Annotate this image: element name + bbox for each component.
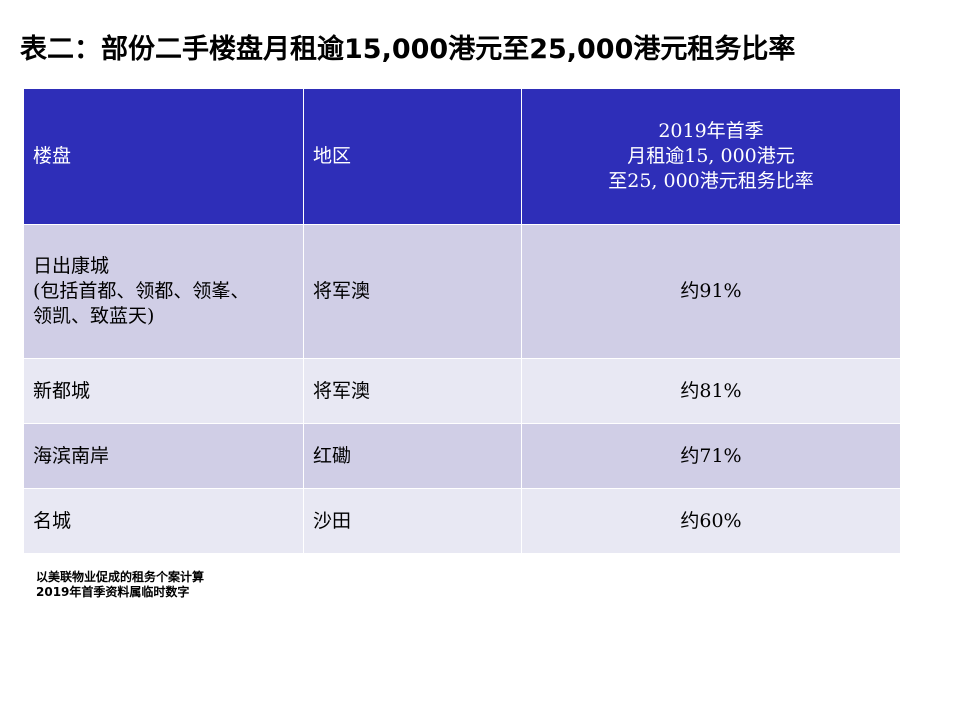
table-row: 新都城 将军澳 约81% (23, 358, 901, 424)
table-row: 日出康城 (包括首都、领都、领峯、 领凯、致蓝天) 将军澳 约91% (23, 224, 901, 359)
header-ratio-line: 至25, 000港元租务比率 (608, 170, 814, 192)
header-ratio: 2019年首季 月租逾15, 000港元 至25, 000港元租务比率 (521, 88, 901, 225)
estate-cell: 名城 (23, 488, 304, 554)
estate-cell: 新都城 (23, 358, 304, 424)
ratio-cell: 约81% (521, 358, 901, 424)
header-district: 地区 (303, 88, 522, 225)
header-ratio-line: 2019年首季 (658, 120, 764, 142)
estate-line: (包括首都、领都、领峯、 (33, 280, 250, 302)
table-header-row: 楼盘 地区 2019年首季 月租逾15, 000港元 至25, 000港元租务比… (23, 88, 901, 225)
ratio-cell: 约91% (521, 224, 901, 359)
slide-title: 表二：部份二手楼盘月租逾15,000港元至25,000港元租务比率 (20, 34, 796, 65)
district-cell: 沙田 (303, 488, 522, 554)
table-row: 名城 沙田 约60% (23, 488, 901, 554)
district-cell: 红磡 (303, 423, 522, 489)
district-cell: 将军澳 (303, 358, 522, 424)
estate-line: 领凯、致蓝天) (33, 305, 155, 327)
footnote-line: 以美联物业促成的租务个案计算 (36, 570, 205, 584)
estate-line: 新都城 (33, 379, 91, 402)
table-row: 海滨南岸 红磡 约71% (23, 423, 901, 489)
estate-line: 日出康城 (33, 255, 110, 277)
estate-cell: 日出康城 (包括首都、领都、领峯、 领凯、致蓝天) (23, 224, 304, 359)
ratio-cell: 约60% (521, 488, 901, 554)
footnote-line: 2019年首季资料属临时数字 (36, 585, 190, 599)
district-cell: 将军澳 (303, 224, 522, 359)
header-ratio-line: 月租逾15, 000港元 (627, 145, 795, 167)
estate-cell: 海滨南岸 (23, 423, 304, 489)
header-estate: 楼盘 (23, 88, 304, 225)
footnotes: 以美联物业促成的租务个案计算 2019年首季资料属临时数字 (36, 570, 204, 600)
rental-ratio-table: 楼盘 地区 2019年首季 月租逾15, 000港元 至25, 000港元租务比… (23, 88, 901, 554)
ratio-cell: 约71% (521, 423, 901, 489)
estate-line: 海滨南岸 (33, 444, 110, 467)
estate-line: 名城 (33, 509, 72, 532)
